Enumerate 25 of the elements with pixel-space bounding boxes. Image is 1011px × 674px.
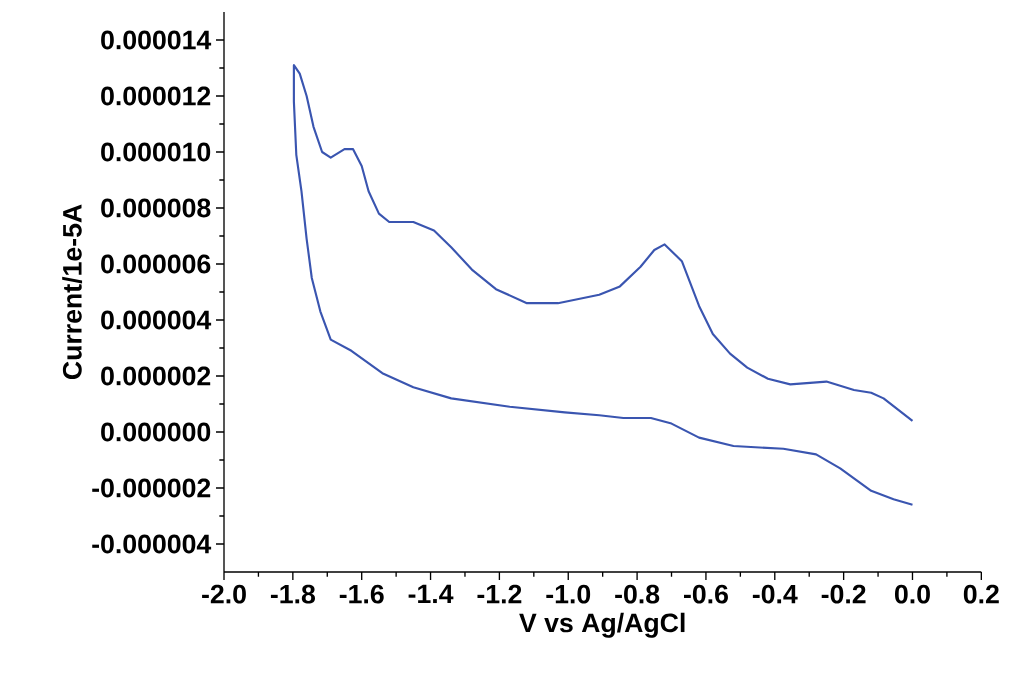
y-tick-label: 0.000010: [101, 142, 211, 162]
x-tick-label: -0.8: [615, 584, 660, 604]
y-tick-label: 0.000014: [101, 30, 212, 50]
x-tick-label: 0.2: [963, 584, 999, 604]
x-tick-label: -1.6: [339, 584, 384, 604]
x-tick-label: -1.4: [408, 584, 454, 604]
line-series: [292, 64, 914, 506]
x-tick-label: -1.8: [270, 584, 316, 604]
y-tick-label: 0.000012: [101, 86, 211, 106]
y-tick-label: 0.000006: [101, 254, 211, 274]
x-tick-label: -0.6: [684, 584, 728, 604]
y-tick-label: 0.000004: [101, 310, 212, 330]
y-tick-label: -0.000004: [92, 534, 212, 554]
x-tick-label: -1.0: [546, 584, 591, 604]
y-tick-label: 0.000002: [101, 366, 211, 386]
y-tick-label: 0.000000: [101, 422, 211, 442]
x-tick-label: -0.4: [752, 584, 798, 604]
x-axis-title: V vs Ag/AgCl: [519, 612, 685, 638]
x-tick-label: -0.2: [821, 584, 866, 604]
y-tick-label: 0.000008: [101, 198, 211, 218]
y-tick-label: -0.000002: [92, 478, 211, 498]
x-tick-label: 0.0: [894, 584, 930, 604]
x-tick-label: -1.2: [477, 584, 522, 604]
x-tick-label: -2.0: [202, 584, 246, 604]
y-axis-title: Current/1e-5A: [62, 204, 83, 380]
